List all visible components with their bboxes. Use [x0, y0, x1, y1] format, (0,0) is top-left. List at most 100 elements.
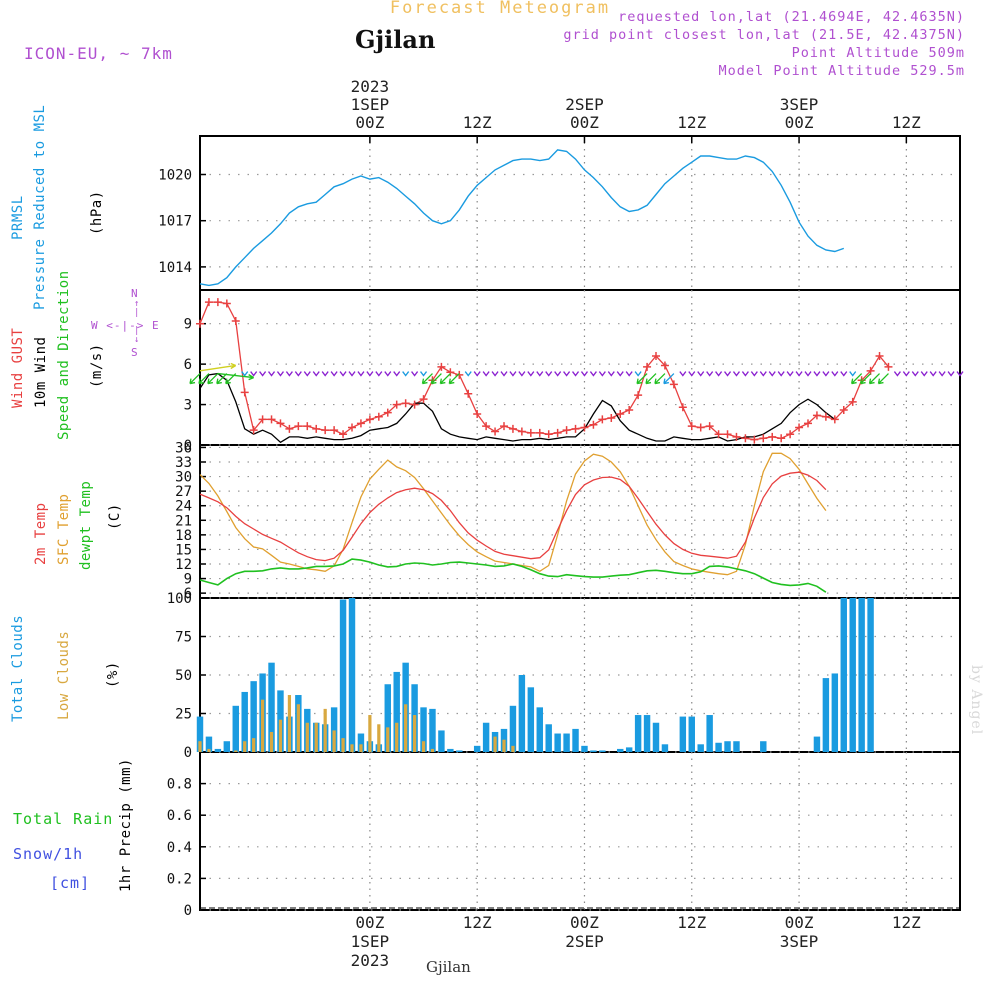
- total-cloud-bar: [393, 671, 400, 752]
- top-date-label: 3SEP: [780, 95, 819, 114]
- top-hour-label: 12Z: [463, 113, 492, 132]
- low-cloud-bar: [296, 704, 300, 752]
- total-cloud-bar: [447, 748, 454, 752]
- low-cloud-bar: [314, 722, 318, 752]
- gust-marker: [294, 422, 303, 431]
- total-cloud-bar: [420, 707, 427, 752]
- wind-arrow: [947, 371, 955, 377]
- dewpt-line: [199, 558, 827, 593]
- wind-arrow: [411, 371, 419, 377]
- wind-arrow: [250, 371, 258, 377]
- gust-marker: [330, 426, 339, 435]
- total-cloud-bar: [858, 598, 865, 752]
- total-cloud-bar: [429, 708, 436, 752]
- total-cloud-bar: [563, 733, 570, 752]
- y-tick-label: 100: [167, 591, 192, 607]
- wind-arrow: [813, 371, 821, 377]
- low-cloud-bar: [493, 736, 497, 752]
- model-altitude: Model Point Altitude 529.5m: [718, 63, 965, 79]
- wind-arrow: [920, 371, 928, 377]
- pressure-line: [199, 149, 845, 287]
- gust-marker: [830, 415, 839, 424]
- total-cloud-bar: [572, 728, 579, 752]
- wind-arrow: [439, 373, 451, 385]
- wind-arrow: [859, 373, 872, 385]
- wind-arrow: [654, 373, 666, 385]
- total-cloud-bar: [232, 705, 239, 752]
- gust-marker: [678, 403, 687, 412]
- sfc-temp-line: [199, 452, 827, 576]
- total-cloud-bar: [518, 675, 526, 752]
- y-tick-label: 12: [175, 557, 192, 573]
- wind-arrow: [198, 373, 210, 385]
- total-cloud-bar: [813, 736, 821, 752]
- model-label: ICON-EU, ~ 7km: [24, 44, 173, 63]
- total-cloud-bar: [715, 742, 722, 752]
- footer-station: Gjilan: [426, 958, 471, 976]
- wind-arrow: [420, 371, 428, 377]
- wind-arrow: [607, 371, 615, 377]
- gust-marker: [544, 430, 553, 439]
- gust-marker: [643, 362, 652, 371]
- wind-arrow: [956, 371, 964, 377]
- wind-arrow: [536, 371, 544, 377]
- total-cloud-bar: [822, 678, 830, 752]
- low-cloud-bar: [207, 748, 211, 752]
- gust-marker: [777, 434, 786, 443]
- y-tick-label: 27: [175, 484, 192, 500]
- gust-marker: [821, 412, 830, 421]
- gust-marker: [392, 400, 401, 409]
- wind-arrow: [554, 371, 562, 377]
- wind-arrow: [868, 373, 880, 385]
- y-tick-label: 18: [175, 528, 192, 544]
- y-tick-label: 50: [175, 668, 192, 684]
- wind-arrow: [402, 371, 410, 377]
- total-cloud-bar: [268, 662, 275, 752]
- bottom-hour-label: 00Z: [355, 913, 384, 932]
- low-cloud-bar: [252, 738, 256, 752]
- wind-arrow: [430, 373, 442, 385]
- total-cloud-bar: [733, 741, 740, 752]
- gust-marker: [249, 426, 258, 435]
- wind-arrow: [849, 371, 857, 377]
- gust-marker: [365, 415, 374, 424]
- total-cloud-bar: [527, 687, 535, 752]
- wind-arrow: [663, 373, 675, 385]
- gust-marker: [491, 427, 500, 436]
- wind-arrow: [616, 371, 624, 377]
- gust-marker: [383, 408, 392, 417]
- y-tick-label: 1017: [158, 214, 192, 230]
- total-cloud-bar: [339, 599, 347, 752]
- wind-arrow: [831, 371, 839, 377]
- wind-arrow: [938, 371, 946, 377]
- top-hour-label: 00Z: [570, 113, 599, 132]
- gust-marker: [419, 395, 428, 404]
- total-cloud-bar: [545, 724, 552, 752]
- wind-arrow: [339, 371, 347, 377]
- wind-arrow: [276, 371, 284, 377]
- gust-marker: [213, 298, 222, 307]
- total-cloud-bar: [205, 736, 213, 752]
- gust-marker: [500, 422, 508, 431]
- wind-arrow: [330, 371, 338, 377]
- wind-arrow: [357, 371, 365, 377]
- total-cloud-bar: [840, 598, 847, 752]
- gust-marker: [884, 362, 893, 371]
- wind-arrow: [199, 362, 237, 372]
- wind-arrow: [216, 373, 228, 385]
- top-year-label: 2023: [351, 77, 390, 96]
- total-cloud-bar: [849, 598, 856, 752]
- gust-marker: [607, 414, 616, 423]
- wind-arrow: [321, 371, 329, 377]
- low-cloud-bar: [269, 731, 274, 752]
- gust-marker: [750, 435, 759, 444]
- y-tick-label: 0.8: [167, 777, 192, 793]
- bottom-date-label: 3SEP: [780, 932, 819, 951]
- wind-arrow: [759, 371, 767, 377]
- total-cloud-bar: [196, 716, 204, 752]
- total-cloud-bar: [473, 745, 481, 752]
- gust-marker: [741, 434, 750, 443]
- total-cloud-bar: [509, 705, 517, 752]
- total-cloud-bar: [867, 598, 874, 752]
- y-tick-label: 0: [184, 438, 192, 454]
